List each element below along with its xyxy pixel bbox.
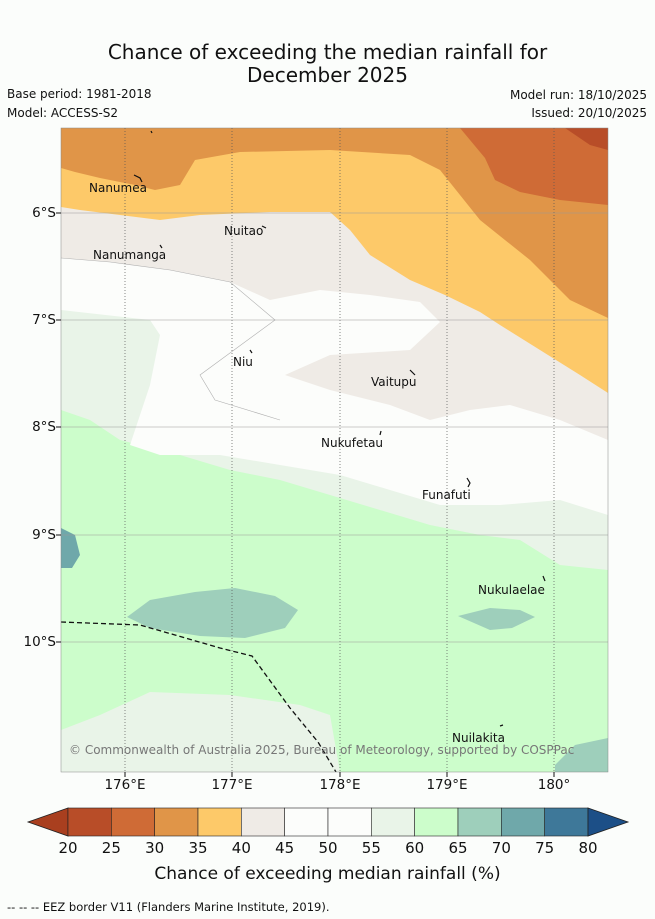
- lat-label: 7°S: [32, 312, 56, 328]
- island-label: Nukulaelae: [478, 583, 545, 597]
- lat-label: 6°S: [32, 205, 56, 221]
- colorbar-tick-label: 70: [491, 839, 511, 857]
- colorbar: [26, 807, 630, 837]
- island-label: Funafuti: [422, 488, 471, 502]
- colorbar-tick-label: 55: [361, 839, 381, 857]
- colorbar-bin: [111, 807, 155, 837]
- eez-border: [61, 621, 337, 772]
- colorbar-bin: [414, 807, 459, 837]
- lon-label: 176°E: [104, 777, 146, 793]
- title-line-1: Chance of exceeding the median rainfall …: [107, 40, 548, 64]
- island-label: Niu: [233, 355, 253, 369]
- island-label: Nanumanga: [93, 248, 166, 262]
- colorbar-title: Chance of exceeding median rainfall (%): [154, 864, 501, 884]
- copyright-text: © Commonwealth of Australia 2025, Bureau…: [69, 743, 574, 757]
- colorbar-tick-label: 60: [405, 839, 425, 857]
- colorbar-tick-label: 40: [231, 839, 251, 857]
- colorbar-tick-label: 35: [188, 839, 208, 857]
- colorbar-tick-label: 50: [318, 839, 338, 857]
- lon-label: 180°: [537, 777, 571, 793]
- issued-date: Issued: 20/10/2025: [531, 106, 647, 120]
- lon-label: 178°E: [319, 777, 361, 793]
- base-period: Base period: 1981-2018: [7, 87, 152, 101]
- colorbar-tick-label: 80: [578, 839, 598, 857]
- model-run: Model run: 18/10/2025: [509, 88, 647, 102]
- lon-label: 179°E: [426, 777, 468, 793]
- colorbar-tick-label: 45: [275, 839, 295, 857]
- lat-label: 8°S: [32, 419, 56, 435]
- island-label: Nuilakita: [452, 731, 505, 745]
- lat-label: 10°S: [23, 634, 57, 650]
- colorbar-arrow-high: [587, 807, 630, 837]
- colorbar-tick-label: 30: [145, 839, 165, 857]
- chart-title: Chance of exceeding the median rainfall …: [0, 41, 655, 87]
- colorbar-bin: [327, 807, 372, 837]
- colorbar-bin: [501, 807, 545, 837]
- colorbar-tick-label: 75: [535, 839, 555, 857]
- colorbar-bin: [241, 807, 285, 837]
- map-fill: [61, 128, 608, 772]
- colorbar-tick-label: 25: [101, 839, 121, 857]
- colorbar-bin: [197, 807, 242, 837]
- island-label: Nanumea: [89, 181, 147, 195]
- colorbar-bin: [371, 807, 415, 837]
- title-line-2: December 2025: [247, 63, 408, 87]
- model-name: Model: ACCESS-S2: [7, 106, 119, 120]
- island-label: Vaitupu: [371, 375, 417, 389]
- colorbar-bin: [67, 807, 112, 837]
- eez-legend: -- -- -- EEZ border V11 (Flanders Marine…: [7, 900, 330, 914]
- lon-label: 177°E: [211, 777, 253, 793]
- colorbar-bin: [154, 807, 199, 837]
- colorbar-tick-label: 20: [58, 839, 78, 857]
- colorbar-arrow-low: [26, 807, 69, 837]
- island-label: Nukufetau: [321, 436, 383, 450]
- colorbar-bin: [544, 807, 589, 837]
- colorbar-bin: [284, 807, 329, 837]
- lat-label: 9°S: [32, 527, 56, 543]
- colorbar-tick-label: 65: [448, 839, 468, 857]
- island-label: Nuitao: [224, 224, 263, 238]
- colorbar-bin: [457, 807, 502, 837]
